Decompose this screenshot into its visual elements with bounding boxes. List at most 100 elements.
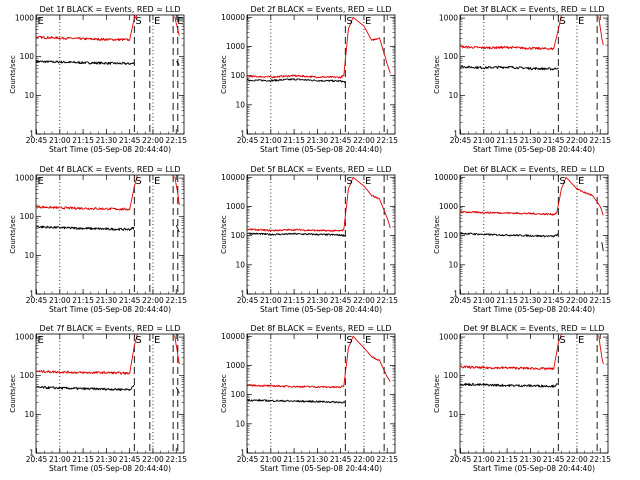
panel-title: Det 3f BLACK = Events, RED = LLD	[463, 5, 604, 14]
x-tick-label: 22:00	[353, 296, 375, 305]
x-tick-label: 22:15	[165, 296, 187, 305]
panel-title: Det 4f BLACK = Events, RED = LLD	[39, 165, 180, 174]
x-tick-label: 21:15	[72, 136, 94, 145]
events-series-line	[247, 232, 346, 237]
x-axis-label: Start Time (05-Sep-08 20:44:40)	[260, 305, 382, 314]
events-series-line	[36, 225, 135, 231]
event-marker-label: E	[578, 16, 584, 27]
panel-title: Det 2f BLACK = Events, RED = LLD	[250, 5, 391, 14]
lld-series-line	[36, 333, 138, 375]
x-tick-label: 22:15	[589, 455, 611, 464]
x-tick-label: 21:45	[119, 455, 141, 464]
lld-series-line	[247, 16, 391, 79]
lld-series-line	[174, 335, 180, 365]
y-axis-label: Counts/sec	[220, 374, 228, 413]
x-tick-label: 21:30	[307, 136, 329, 145]
y-tick-label: 10	[448, 260, 458, 269]
y-axis-label: Counts/sec	[433, 55, 441, 94]
y-axis-label: Counts/sec	[9, 215, 17, 254]
lld-series-line	[598, 335, 604, 365]
panel-title: Det 5f BLACK = Events, RED = LLD	[250, 165, 391, 174]
plot-frame	[246, 174, 396, 295]
y-axis-label: Counts/sec	[433, 215, 441, 254]
y-axis-label: Counts/sec	[9, 55, 17, 94]
x-tick-label: 22:15	[165, 136, 187, 145]
x-tick-label: 21:00	[260, 296, 282, 305]
x-tick-label: 21:45	[330, 296, 352, 305]
x-tick-label: 20:45	[450, 136, 472, 145]
events-series-line	[36, 385, 135, 391]
plot-frame	[459, 333, 609, 454]
plot-frame	[459, 14, 609, 135]
panel-title: Det 7f BLACK = Events, RED = LLD	[39, 324, 180, 333]
x-tick-label: 21:45	[543, 136, 565, 145]
y-tick-label: 1000	[226, 202, 245, 211]
x-axis-label: Start Time (05-Sep-08 20:44:40)	[49, 145, 171, 154]
x-tick-label: 21:30	[520, 296, 542, 305]
detector-panel: Det 1f BLACK = Events, RED = LLD 1 10 100 10…	[9, 5, 187, 154]
y-tick-label: 10	[448, 91, 458, 100]
y-tick-label: 1	[240, 130, 245, 139]
y-tick-label: 1000	[15, 174, 34, 183]
x-tick-label: 22:00	[566, 136, 588, 145]
detector-panel: Det 6f BLACK = Events, RED = LLD 1 10 100 10…	[433, 165, 611, 314]
x-tick-label: 21:15	[496, 136, 518, 145]
panel-title: Det 6f BLACK = Events, RED = LLD	[463, 165, 604, 174]
events-series-line	[247, 78, 346, 84]
y-tick-label: 10000	[221, 13, 245, 22]
lld-series-line	[460, 176, 604, 216]
x-axis-label: Start Time (05-Sep-08 20:44:40)	[49, 305, 171, 314]
events-series-line	[460, 65, 559, 71]
plot-frame	[35, 333, 185, 454]
x-axis-label: Start Time (05-Sep-08 20:44:40)	[473, 145, 595, 154]
detector-panel: Det 4f BLACK = Events, RED = LLD 1 10 100 10…	[9, 165, 187, 314]
y-tick-label: 10	[448, 410, 458, 419]
x-tick-label: 21:00	[473, 296, 495, 305]
events-series-line	[460, 232, 559, 238]
y-tick-label: 1	[240, 290, 245, 299]
event-marker-label: S	[135, 335, 141, 346]
event-marker-label: S	[135, 176, 141, 187]
event-marker-label: E	[365, 16, 371, 27]
y-tick-label: 10	[24, 251, 34, 260]
event-marker-label: E	[38, 335, 44, 346]
x-tick-label: 21:15	[72, 455, 94, 464]
x-tick-label: 22:00	[142, 455, 164, 464]
x-tick-label: 21:00	[49, 296, 71, 305]
y-tick-label: 100	[231, 231, 246, 240]
x-tick-label: 21:45	[543, 296, 565, 305]
x-tick-label: 21:30	[520, 455, 542, 464]
event-marker-label: S	[346, 16, 352, 27]
x-tick-label: 20:45	[26, 136, 48, 145]
lld-series-line	[174, 16, 180, 36]
x-tick-label: 21:15	[283, 296, 305, 305]
x-tick-label: 21:45	[119, 296, 141, 305]
y-tick-label: 100	[231, 390, 246, 399]
event-marker-label: E	[154, 16, 160, 27]
detector-panel: Det 3f BLACK = Events, RED = LLD 1 10 100 10…	[433, 5, 611, 154]
y-tick-label: 10	[24, 91, 34, 100]
x-axis-label: Start Time (05-Sep-08 20:44:40)	[473, 464, 595, 473]
event-marker-label: S	[559, 16, 565, 27]
y-tick-label: 1000	[15, 333, 34, 342]
x-tick-label: 22:00	[566, 455, 588, 464]
events-series-line	[601, 242, 604, 251]
x-tick-label: 22:00	[353, 455, 375, 464]
y-tick-label: 10	[24, 410, 34, 419]
y-axis-label: Counts/sec	[220, 55, 228, 94]
panel-title: Det 1f BLACK = Events, RED = LLD	[39, 5, 180, 14]
y-tick-label: 10000	[221, 332, 245, 341]
y-tick-label: 1000	[439, 202, 458, 211]
y-tick-label: 100	[20, 52, 35, 61]
lld-series-line	[460, 333, 562, 371]
lld-series-line	[460, 14, 562, 51]
detector-panel: Det 9f BLACK = Events, RED = LLD 1 10 100 10…	[433, 324, 611, 473]
y-tick-label: 1000	[439, 333, 458, 342]
x-tick-label: 22:15	[589, 296, 611, 305]
x-tick-label: 22:15	[376, 136, 398, 145]
x-tick-label: 21:00	[260, 455, 282, 464]
x-tick-label: 21:45	[330, 455, 352, 464]
events-series-line	[175, 387, 180, 394]
y-tick-label: 1000	[226, 42, 245, 51]
x-tick-label: 22:00	[142, 296, 164, 305]
